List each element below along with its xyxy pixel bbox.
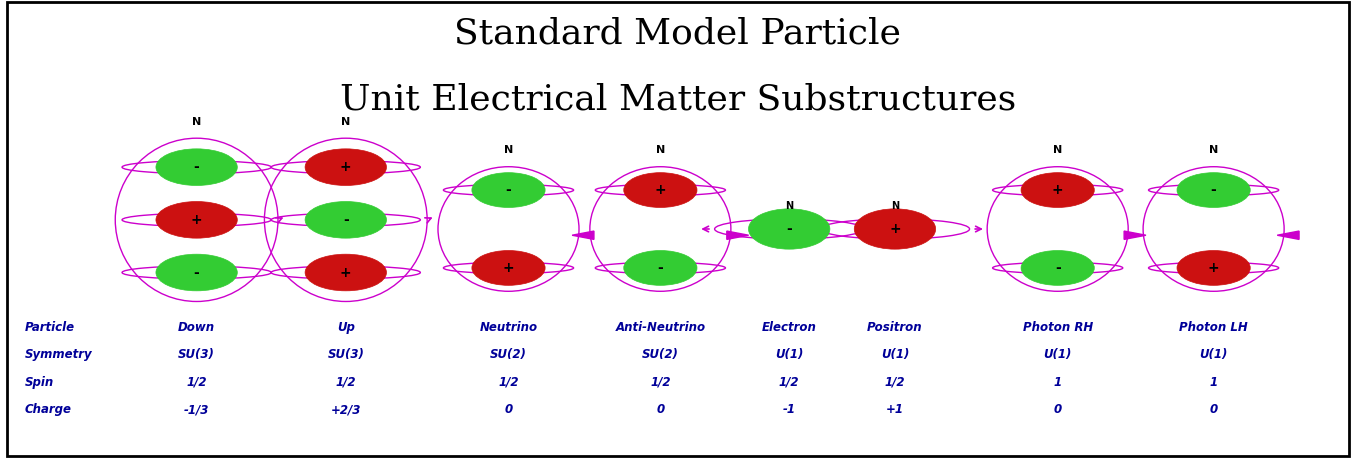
Text: SU(3): SU(3) xyxy=(327,349,365,361)
Text: Symmetry: Symmetry xyxy=(24,349,92,361)
Text: -1/3: -1/3 xyxy=(184,403,209,416)
Text: Standard Model Particle: Standard Model Particle xyxy=(454,16,902,50)
Text: Particle: Particle xyxy=(24,321,75,334)
Text: +: + xyxy=(890,222,900,236)
Text: SU(2): SU(2) xyxy=(641,349,679,361)
Ellipse shape xyxy=(305,202,386,238)
Text: Photon RH: Photon RH xyxy=(1022,321,1093,334)
Text: 1/2: 1/2 xyxy=(884,376,906,389)
Text: Charge: Charge xyxy=(24,403,72,416)
Text: -: - xyxy=(658,261,663,275)
Text: 1/2: 1/2 xyxy=(186,376,207,389)
Text: 1/2: 1/2 xyxy=(778,376,800,389)
Text: +: + xyxy=(503,261,514,275)
Text: -: - xyxy=(786,222,792,236)
Text: SU(2): SU(2) xyxy=(490,349,527,361)
Text: Unit Electrical Matter Substructures: Unit Electrical Matter Substructures xyxy=(340,82,1016,116)
Text: N: N xyxy=(785,201,793,211)
Text: -: - xyxy=(194,266,199,279)
Text: +: + xyxy=(1052,183,1063,197)
Text: Positron: Positron xyxy=(866,321,923,334)
Text: 1: 1 xyxy=(1210,376,1218,389)
Text: Anti-Neutrino: Anti-Neutrino xyxy=(616,321,705,334)
Text: -: - xyxy=(1211,183,1216,197)
Text: 0: 0 xyxy=(656,403,664,416)
Text: 1/2: 1/2 xyxy=(335,376,357,389)
Text: N: N xyxy=(656,145,664,155)
Text: SU(3): SU(3) xyxy=(178,349,216,361)
Text: Spin: Spin xyxy=(24,376,54,389)
Polygon shape xyxy=(727,231,749,240)
Text: 1/2: 1/2 xyxy=(498,376,519,389)
Text: +: + xyxy=(1208,261,1219,275)
Text: -: - xyxy=(343,213,348,227)
Text: -1: -1 xyxy=(782,403,796,416)
Text: Neutrino: Neutrino xyxy=(480,321,537,334)
Text: -: - xyxy=(194,160,199,174)
Text: -: - xyxy=(1055,261,1060,275)
Text: 0: 0 xyxy=(1054,403,1062,416)
Text: N: N xyxy=(891,201,899,211)
Text: Electron: Electron xyxy=(762,321,816,334)
Text: Up: Up xyxy=(336,321,355,334)
Text: N: N xyxy=(1054,145,1062,155)
Ellipse shape xyxy=(472,173,545,207)
Ellipse shape xyxy=(1021,251,1094,285)
Text: U(1): U(1) xyxy=(881,349,909,361)
Text: +2/3: +2/3 xyxy=(331,403,361,416)
Polygon shape xyxy=(1124,231,1146,240)
Text: +1: +1 xyxy=(885,403,904,416)
Text: Down: Down xyxy=(178,321,216,334)
Ellipse shape xyxy=(156,202,237,238)
Text: -: - xyxy=(506,183,511,197)
Ellipse shape xyxy=(1177,251,1250,285)
Text: +: + xyxy=(655,183,666,197)
Ellipse shape xyxy=(472,251,545,285)
Text: +: + xyxy=(340,266,351,279)
Text: +: + xyxy=(191,213,202,227)
Text: 1/2: 1/2 xyxy=(650,376,671,389)
Text: U(1): U(1) xyxy=(1044,349,1071,361)
Ellipse shape xyxy=(156,254,237,291)
Text: 0: 0 xyxy=(1210,403,1218,416)
Ellipse shape xyxy=(624,173,697,207)
Ellipse shape xyxy=(854,209,936,249)
Text: N: N xyxy=(193,117,201,127)
Ellipse shape xyxy=(1021,173,1094,207)
Polygon shape xyxy=(1277,231,1299,240)
Ellipse shape xyxy=(624,251,697,285)
Text: 1: 1 xyxy=(1054,376,1062,389)
Ellipse shape xyxy=(749,209,830,249)
Text: N: N xyxy=(1210,145,1218,155)
Polygon shape xyxy=(572,231,594,240)
Ellipse shape xyxy=(305,149,386,185)
Text: U(1): U(1) xyxy=(776,349,803,361)
Ellipse shape xyxy=(1177,173,1250,207)
Text: N: N xyxy=(504,145,513,155)
Text: 0: 0 xyxy=(504,403,513,416)
Ellipse shape xyxy=(305,254,386,291)
Text: N: N xyxy=(342,117,350,127)
Ellipse shape xyxy=(156,149,237,185)
Text: U(1): U(1) xyxy=(1200,349,1227,361)
Text: +: + xyxy=(340,160,351,174)
Text: Photon LH: Photon LH xyxy=(1180,321,1248,334)
